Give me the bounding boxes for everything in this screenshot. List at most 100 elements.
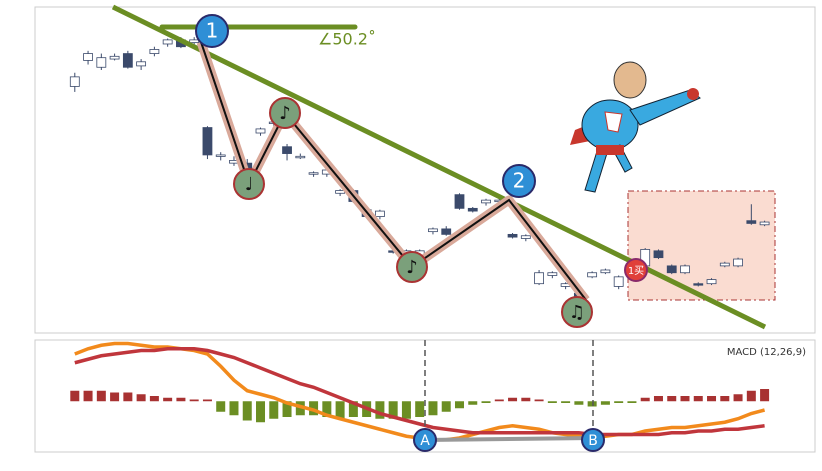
macd-bar [375, 401, 385, 419]
candle-body [693, 283, 704, 286]
macd-bar [189, 399, 199, 402]
macd-bar [96, 390, 106, 402]
macd-bar [348, 401, 358, 417]
wave-marker [195, 14, 229, 48]
signal-label: A [420, 433, 430, 449]
candle-body [122, 53, 133, 68]
wave-marker [502, 164, 536, 198]
candle-body [109, 55, 120, 60]
signal-marker [581, 428, 605, 452]
candle-body [202, 127, 213, 156]
candle-body [96, 57, 107, 68]
macd-bar [401, 401, 411, 419]
trend-line [111, 4, 767, 330]
candle-body [587, 272, 598, 278]
candle-body [467, 207, 478, 212]
candle-body [653, 250, 664, 259]
angle-label: ∠50.2˚ [318, 30, 376, 49]
candle-body [162, 39, 173, 45]
candle-body [507, 233, 518, 238]
macd-bar [640, 397, 650, 402]
candle-body [69, 76, 80, 87]
note-marker [396, 251, 428, 283]
macd-bar [123, 392, 133, 402]
buy-marker [624, 258, 648, 282]
wave-line [200, 41, 587, 301]
macd-bar [388, 401, 398, 419]
macd-bar [441, 401, 451, 412]
macd-bar [614, 401, 624, 403]
signal-label: B [588, 433, 598, 449]
macd-bar [454, 401, 464, 409]
candle-body [481, 199, 491, 204]
arm [629, 89, 701, 126]
overlay: MACD (12,26,9) ∠50.2˚ 1 2 ♩ ♪ ♪ ♫ 1买 A B [111, 4, 806, 452]
candle-body [719, 262, 730, 267]
macd-bar [508, 397, 518, 402]
note-marker [269, 97, 301, 129]
candle-body [428, 228, 438, 233]
macd-bar [202, 399, 212, 402]
macd-bar [667, 396, 677, 402]
macd-bar [494, 399, 504, 402]
candle-body [136, 61, 147, 67]
candle-body [441, 228, 452, 235]
macd-bar [481, 401, 491, 403]
macd-bar [547, 401, 557, 403]
macd-bar [746, 390, 756, 402]
macd-line [74, 347, 765, 437]
note-label: ♫ [569, 302, 585, 323]
candle-body [706, 279, 717, 285]
macd-bar [269, 401, 279, 419]
note-label: ♪ [279, 103, 291, 124]
candle-body [83, 53, 93, 61]
candle-body [666, 265, 677, 274]
candle-body [534, 272, 544, 285]
macd-bar [415, 401, 425, 417]
buy-label: 1买 [628, 265, 644, 277]
macd-bar [561, 401, 571, 403]
macd-bar [600, 401, 610, 405]
candle-body [600, 269, 611, 274]
macd-bar [733, 394, 743, 402]
shield [604, 111, 623, 133]
candle-body [759, 221, 770, 226]
macd-bar [136, 394, 146, 402]
glove [687, 88, 699, 100]
candle-body [282, 146, 292, 154]
marks [69, 37, 770, 442]
macd-bar [322, 401, 332, 417]
macd-bar [335, 401, 345, 419]
candle-body [295, 155, 306, 159]
candle-body [520, 235, 531, 239]
wave-marker-label: 1 [206, 19, 219, 43]
macd-bar [216, 401, 226, 412]
signal-marker [413, 428, 437, 452]
candle-body [454, 194, 465, 209]
highlight-box [627, 190, 776, 301]
candle-body [149, 49, 160, 54]
macd-bar [653, 396, 663, 402]
candle-body [255, 128, 266, 134]
candle-body [680, 265, 690, 274]
macd-bar [83, 390, 93, 402]
candle-body [335, 190, 346, 194]
candle-body [374, 210, 385, 217]
macd-bar [534, 399, 544, 402]
note-label: ♪ [406, 257, 418, 278]
note-label: ♩ [245, 174, 254, 195]
candle-body [189, 39, 200, 44]
macd-bar [229, 401, 239, 416]
macd-bar [70, 390, 80, 402]
macd-bar [163, 397, 173, 402]
wave-marker-label: 2 [513, 169, 526, 193]
macd-bar [176, 397, 186, 402]
macd-bar [587, 401, 597, 407]
macd-bar [468, 401, 478, 405]
candle-body [547, 272, 558, 276]
macd-bar [256, 401, 266, 423]
macd-bar [282, 401, 292, 417]
superhero [570, 61, 701, 193]
candle-body [215, 154, 226, 157]
